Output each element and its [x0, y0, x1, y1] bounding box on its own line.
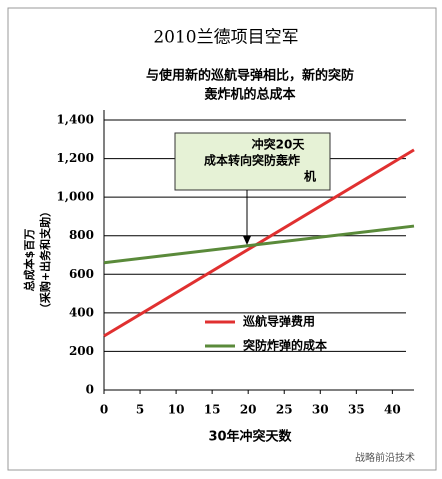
x-tick-label: 0 — [100, 403, 108, 417]
y-tick-label: 1,000 — [56, 190, 94, 204]
subtitle: 轰炸机的总成本 — [203, 87, 295, 103]
annotation-text: 机 — [304, 169, 316, 184]
y-tick-label: 1,200 — [56, 151, 94, 165]
annotation-box — [174, 132, 331, 191]
chart-title: 2010兰德项目空军 — [153, 28, 298, 48]
x-tick-label: 10 — [168, 403, 185, 417]
x-tick-label: 30 — [312, 403, 329, 417]
x-axis-label: 30年冲突天数 — [208, 429, 292, 445]
watermark: 战略前沿技术 — [355, 451, 415, 464]
y-tick-label: 800 — [69, 228, 94, 242]
subtitle: 与使用新的巡航导弹相比，新的突防 — [146, 68, 354, 84]
legend-label: 突防炸弹的成本 — [243, 338, 327, 353]
annotation-text: 冲突20天 — [252, 137, 306, 152]
legend-label: 巡航导弹费用 — [243, 314, 315, 329]
y-tick-label: 200 — [69, 344, 94, 358]
x-tick-label: 35 — [348, 403, 365, 417]
x-tick-label: 5 — [136, 403, 144, 417]
frame — [7, 7, 437, 471]
x-tick-label: 20 — [240, 403, 257, 417]
x-tick-label: 25 — [276, 403, 293, 417]
series-line — [103, 224, 415, 265]
y-axis-label: （采购+出务和支助） — [38, 206, 52, 314]
y-axis-label: 总成本$百万 — [22, 229, 36, 292]
arrow-head — [243, 236, 251, 245]
y-tick-label: 400 — [69, 305, 94, 319]
x-tick-label: 40 — [384, 403, 401, 417]
annotation-text: 成本转向突防轰炸 — [204, 153, 300, 168]
x-tick-label: 15 — [204, 403, 221, 417]
y-tick-label: 1,400 — [56, 113, 94, 127]
y-tick-label: 600 — [69, 267, 94, 281]
y-tick-label: 0 — [86, 383, 94, 397]
